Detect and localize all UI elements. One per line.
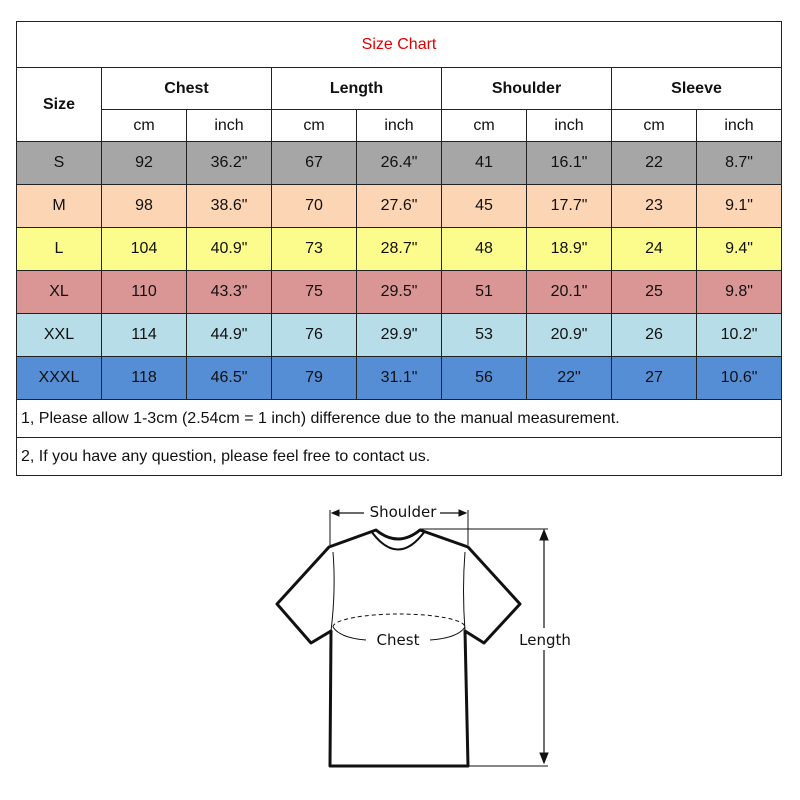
value-cell: 20.1" [526, 270, 612, 314]
value-cell: 17.7" [526, 184, 612, 228]
value-cell: 25 [611, 270, 697, 314]
unit-header: inch [695, 109, 783, 142]
value-cell: 76 [271, 313, 357, 357]
unit-header: cm [271, 109, 357, 142]
note-1: 1, Please allow 1-3cm (2.54cm = 1 inch) … [15, 399, 783, 438]
value-cell: 40.9" [186, 227, 272, 271]
unit-header: cm [441, 109, 527, 142]
size-cell: L [16, 227, 102, 271]
value-cell: 22 [611, 141, 697, 185]
length-label: Length [519, 631, 571, 649]
value-cell: 41 [441, 141, 527, 185]
value-cell: 43.3" [186, 270, 272, 314]
note-2: 2, If you have any question, please feel… [15, 437, 783, 476]
value-cell: 10.6" [695, 356, 783, 400]
group-header-length: Length [271, 67, 442, 110]
chest-label: Chest [377, 631, 420, 649]
unit-header: inch [186, 109, 272, 142]
table-row-xxl: XXL 114 44.9" 76 29.9" 53 20.9" 26 10.2" [16, 313, 783, 357]
unit-header: inch [526, 109, 612, 142]
unit-header: cm [101, 109, 187, 142]
value-cell: 79 [271, 356, 357, 400]
value-cell: 27.6" [356, 184, 442, 228]
value-cell: 9.4" [695, 227, 783, 271]
size-chart-table: Size Chart Size Chest Length Shoulder Sl… [15, 21, 783, 476]
value-cell: 92 [101, 141, 187, 185]
value-cell: 75 [271, 270, 357, 314]
group-header-sleeve: Sleeve [610, 67, 783, 110]
value-cell: 26.4" [356, 141, 442, 185]
value-cell: 44.9" [186, 313, 272, 357]
chest-ellipse-top [332, 613, 466, 628]
size-cell: XXXL [16, 356, 102, 400]
value-cell: 45 [441, 184, 527, 228]
table-row-l: L 104 40.9" 73 28.7" 48 18.9" 24 9.4" [16, 227, 783, 271]
size-header: Size [16, 67, 102, 142]
unit-header: inch [356, 109, 442, 142]
value-cell: 38.6" [186, 184, 272, 228]
value-cell: 36.2" [186, 141, 272, 185]
value-cell: 22" [526, 356, 612, 400]
collar [370, 530, 426, 551]
value-cell: 110 [101, 270, 187, 314]
value-cell: 31.1" [356, 356, 442, 400]
value-cell: 9.8" [695, 270, 783, 314]
chart-title: Size Chart [15, 21, 783, 68]
value-cell: 18.9" [526, 227, 612, 271]
table-row-s: S 92 36.2" 67 26.4" 41 16.1" 22 8.7" [16, 141, 783, 185]
value-cell: 24 [611, 227, 697, 271]
table-row-xxxl: XXXL 118 46.5" 79 31.1" 56 22" 27 10.6" [16, 356, 783, 400]
value-cell: 48 [441, 227, 527, 271]
shoulder-label: Shoulder [370, 503, 438, 521]
value-cell: 51 [441, 270, 527, 314]
table-row-m: M 98 38.6" 70 27.6" 45 17.7" 23 9.1" [16, 184, 783, 228]
tshirt-outline [275, 528, 522, 768]
table-row-xl: XL 110 43.3" 75 29.5" 51 20.1" 25 9.8" [16, 270, 783, 314]
